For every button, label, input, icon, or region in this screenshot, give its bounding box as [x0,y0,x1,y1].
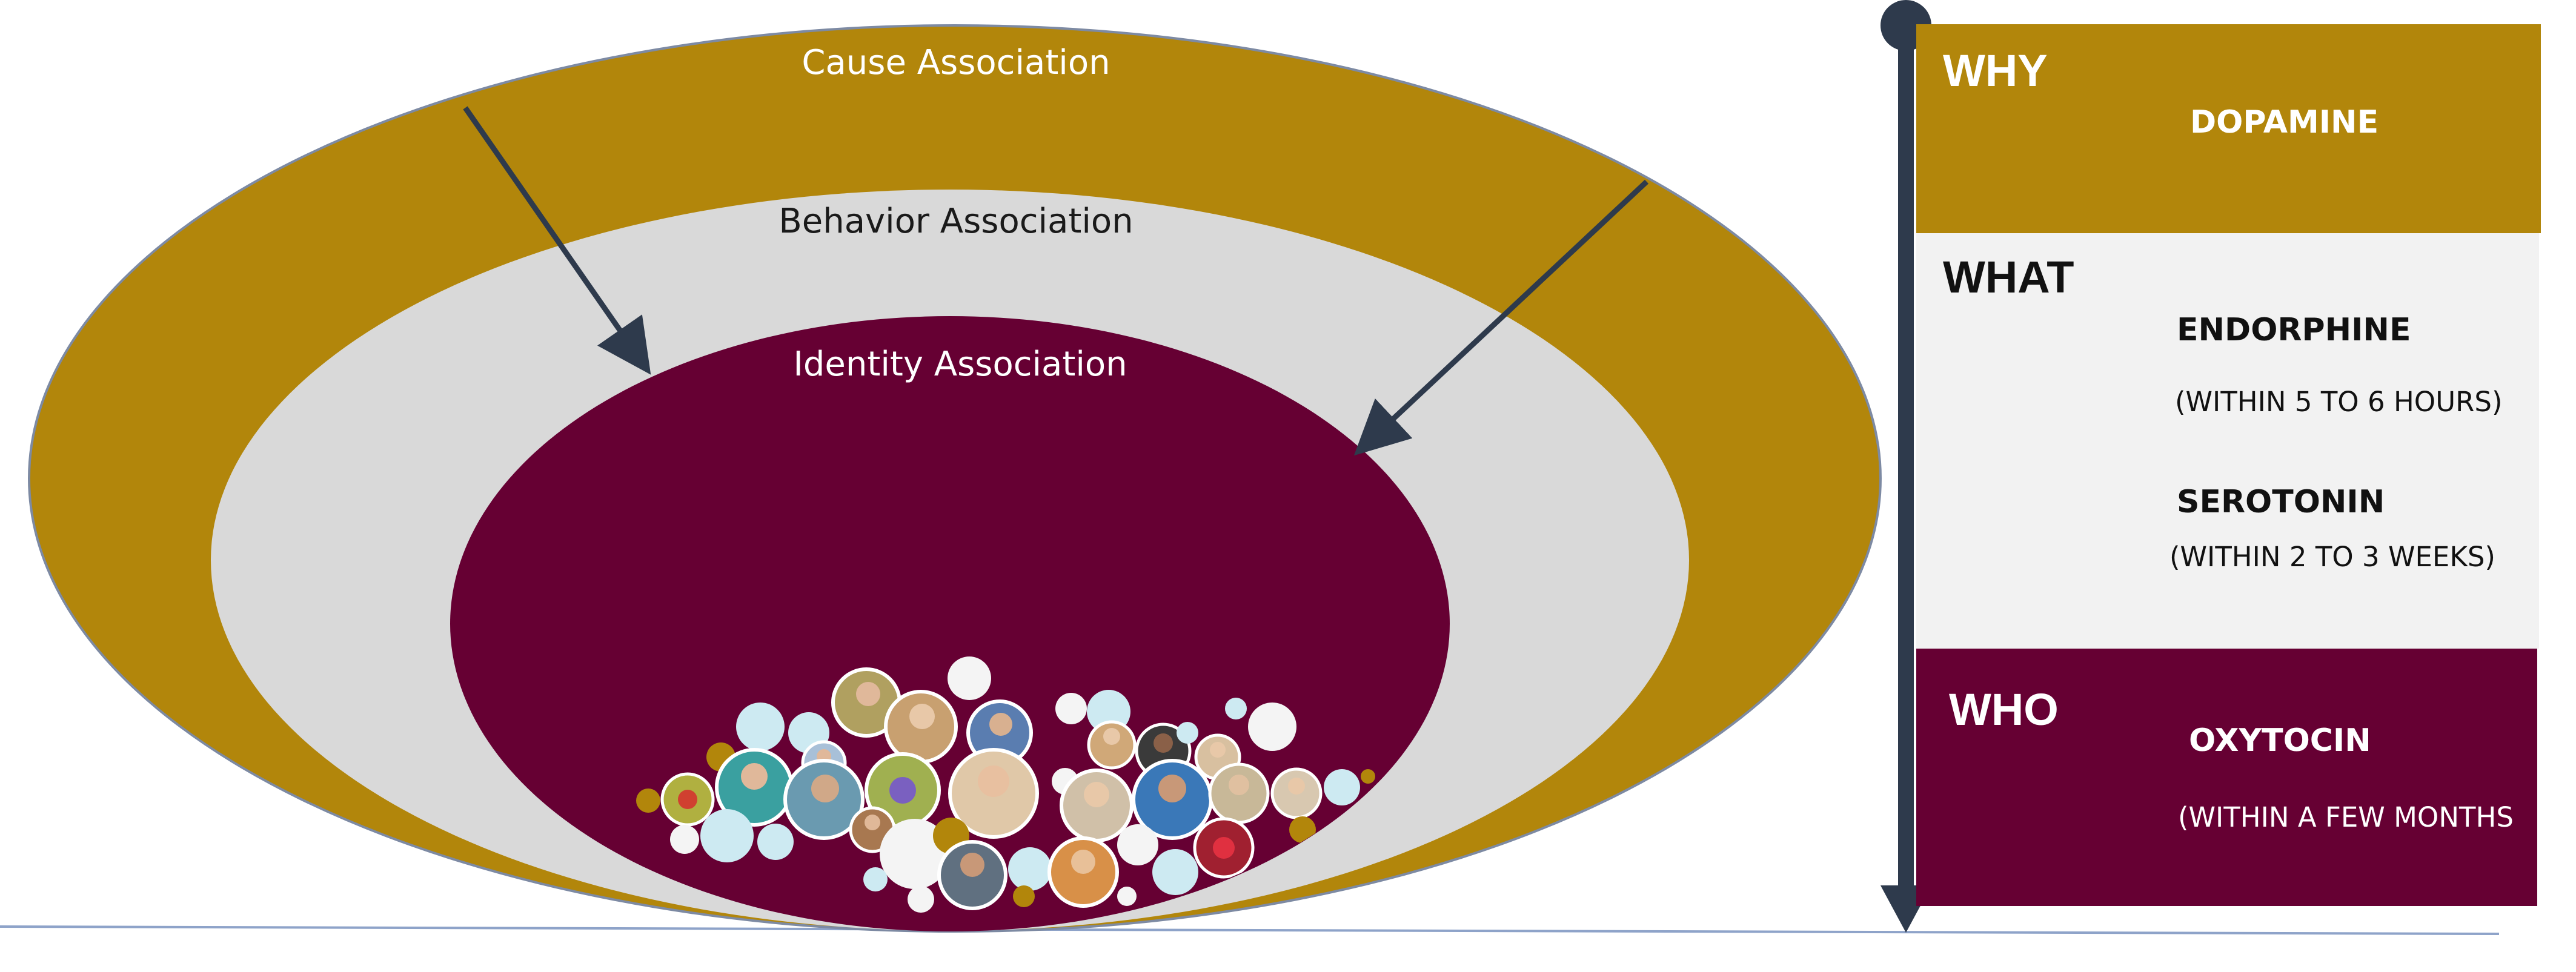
dopamine-label: DOPAMINE [2190,104,2379,141]
right-inward-arrow [1353,179,1649,456]
who-heading: WHO [1949,684,2059,735]
serotonin-timing: (WITHIN 2 TO 3 WEEKS) [2169,541,2495,573]
what-heading: WHAT [1943,252,2074,302]
why-heading: WHY [1943,45,2048,96]
community-bubble-cluster [636,656,1375,913]
oxytocin-label: OXYTOCIN [2189,722,2371,759]
cause-association-label: Cause Association [802,43,1110,82]
endorphine-timing: (WITHIN 5 TO 6 HOURS) [2175,386,2503,418]
identity-association-label: Identity Association [793,345,1127,384]
what-panel: WHAT ENDORPHINE (WITHIN 5 TO 6 HOURS) SE… [1916,233,2539,649]
serotonin-label: SEROTONIN [2177,484,2385,520]
baseline [0,925,2500,935]
behavior-association-label: Behavior Association [778,202,1133,241]
oxytocin-timing: (WITHIN A FEW MONTHS [2178,801,2514,833]
endorphine-label: ENDORPHINE [2177,312,2411,348]
why-panel: WHY DOPAMINE [1916,24,2541,233]
who-panel: WHO OXYTOCIN (WITHIN A FEW MONTHS [1916,649,2537,906]
left-inward-arrow [463,106,651,375]
